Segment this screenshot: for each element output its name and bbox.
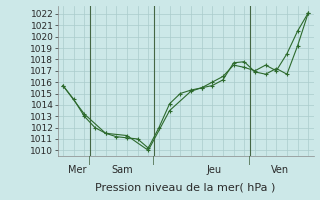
Text: |: | — [88, 156, 91, 165]
Text: Sam: Sam — [111, 165, 132, 175]
Text: Pression niveau de la mer( hPa ): Pression niveau de la mer( hPa ) — [95, 183, 276, 193]
Text: Jeu: Jeu — [207, 165, 222, 175]
Text: Ven: Ven — [271, 165, 289, 175]
Text: |: | — [152, 156, 155, 165]
Text: |: | — [248, 156, 251, 165]
Text: Mer: Mer — [68, 165, 87, 175]
